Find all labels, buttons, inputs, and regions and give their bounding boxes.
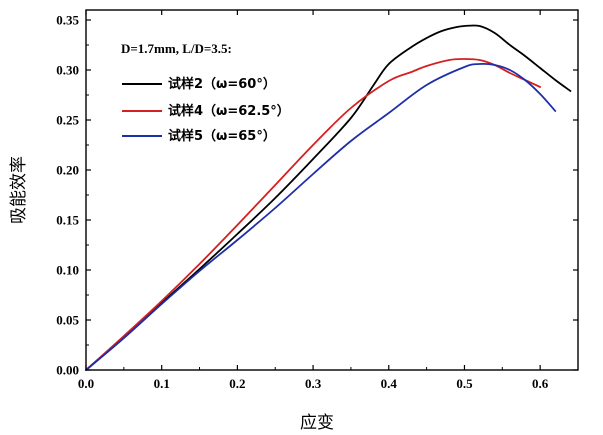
x-tick-label: 0.1 <box>154 376 170 391</box>
y-tick-label: 0.10 <box>56 263 79 278</box>
legend-items: 试样2（ω=60°） 试样4（ω=62.5°） 试样5（ω=65°） <box>122 76 290 144</box>
y-tick-label: 0.05 <box>56 313 79 328</box>
series-line-3 <box>85 62 557 371</box>
plot-frame <box>85 9 579 371</box>
x-tick-label: 0.4 <box>381 376 398 391</box>
y-axis-title: 吸能效率 <box>9 156 29 224</box>
legend-label-1: 试样2（ω=60°） <box>168 76 276 92</box>
series-line-1 <box>85 24 572 371</box>
y-tick-label: 0.00 <box>56 363 79 378</box>
x-tick-label: 0.5 <box>456 376 473 391</box>
ticks-layer: 0.0 0.1 0.2 0.3 0.4 0.5 0.6 0.00 0.05 0.10 0.15 0.2… <box>56 10 579 391</box>
x-tick-label: 0.2 <box>229 376 245 391</box>
legend: D=1.7mm, L/D=3.5: 试样2（ω=60°） 试样4（ω=62.5°）… <box>121 41 290 144</box>
y-tick-label: 0.20 <box>56 163 79 178</box>
legend-label-2: 试样4（ω=62.5°） <box>168 103 290 119</box>
series-layer <box>85 24 572 371</box>
legend-label-3: 试样5（ω=65°） <box>168 128 276 144</box>
y-tick-label: 0.30 <box>56 63 79 78</box>
x-axis-title: 应变 <box>300 413 334 433</box>
legend-title: D=1.7mm, L/D=3.5: <box>121 41 232 56</box>
y-tick-label: 0.15 <box>56 213 79 228</box>
x-tick-label: 0.6 <box>532 376 549 391</box>
x-tick-label: 0.0 <box>78 376 94 391</box>
y-tick-label: 0.25 <box>56 113 79 128</box>
y-tick-label: 0.35 <box>56 13 79 28</box>
x-tick-label: 0.3 <box>305 376 322 391</box>
